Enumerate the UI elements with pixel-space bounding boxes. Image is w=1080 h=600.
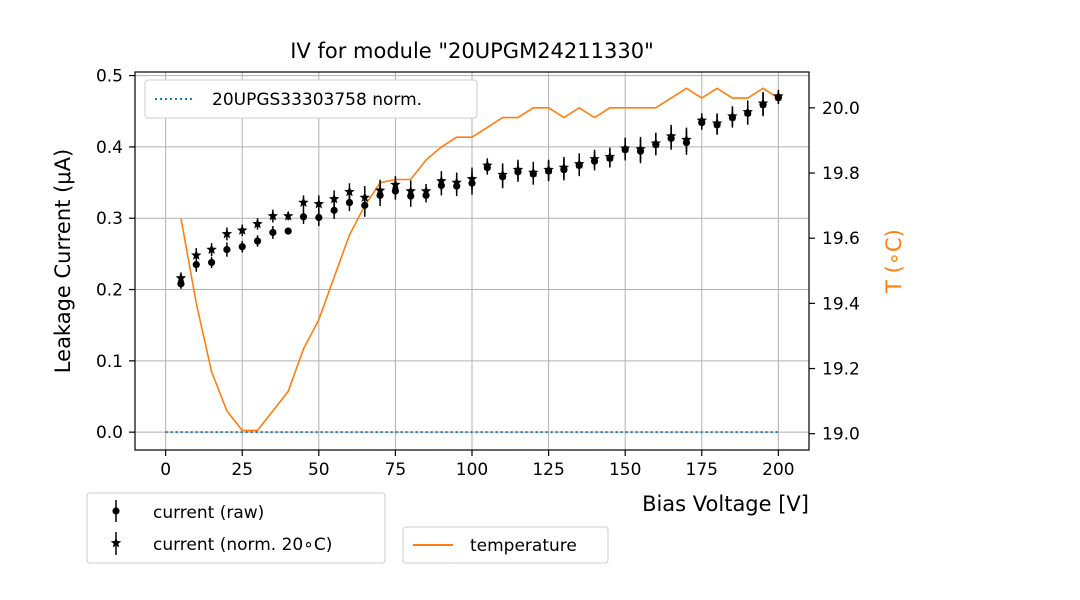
norm-point	[757, 97, 769, 108]
norm-point	[420, 185, 432, 196]
norm-point	[206, 244, 217, 255]
x-tick-label: 175	[686, 460, 718, 480]
raw-point	[269, 228, 277, 237]
norm-point	[374, 184, 386, 195]
y-tick-label: 0.3	[96, 209, 123, 229]
chart-title: IV for module "20UPGM24211330"	[290, 39, 654, 63]
norm-point	[466, 173, 478, 184]
raw-point	[192, 260, 200, 269]
norm-point	[773, 90, 784, 101]
x-tick-label: 50	[308, 460, 330, 480]
raw-point	[330, 206, 338, 214]
norm-point	[665, 130, 677, 141]
temperature-line	[180, 87, 779, 432]
norm-point	[405, 185, 416, 196]
y2-tick-label: 19.6	[822, 229, 860, 249]
y2-tick-label: 19.2	[822, 360, 860, 380]
legend-raw-swatch	[112, 500, 120, 522]
legend-current: current (raw) current (norm. 20∘C)	[86, 492, 386, 564]
x-tick-label: 150	[609, 460, 641, 480]
raw-point	[345, 198, 354, 207]
raw-point	[284, 227, 292, 235]
raw-point	[223, 245, 231, 254]
norm-point	[221, 228, 233, 239]
norm-point	[512, 164, 524, 175]
norm-current-series	[175, 89, 784, 284]
norm-point	[574, 158, 585, 169]
norm-point	[359, 192, 370, 202]
y2-tick-label: 19.0	[822, 425, 860, 445]
y-tick-label: 0.4	[96, 138, 123, 158]
norm-point	[696, 115, 707, 125]
y-tick-label: 0.5	[96, 67, 123, 87]
y-tick-label: 0.1	[96, 352, 123, 372]
norm-point	[727, 110, 738, 121]
norm-point	[267, 210, 279, 221]
norm-point	[237, 224, 248, 235]
norm-point	[313, 198, 325, 209]
norm-point	[252, 218, 263, 229]
y2-tick-label: 20.0	[822, 99, 860, 119]
norm-point	[497, 169, 508, 180]
norm-point	[528, 167, 539, 178]
x-tick-label: 0	[160, 460, 171, 480]
raw-point	[253, 237, 262, 245]
legend-temperature: temperature	[402, 526, 609, 564]
norm-point	[191, 249, 202, 260]
raw-current-series	[177, 91, 782, 289]
x-tick-label: 125	[532, 460, 564, 480]
norm-point	[589, 153, 600, 164]
x-axis-title: Bias Voltage [V]	[642, 492, 809, 516]
x-tick-label: 75	[385, 460, 407, 480]
legend-reference-label: 20UPGS33303758 norm.	[212, 90, 422, 110]
norm-point	[298, 197, 309, 207]
norm-point	[711, 117, 723, 128]
raw-point	[207, 258, 216, 267]
norm-point	[604, 151, 616, 162]
y2-tick-label: 19.8	[822, 164, 860, 184]
norm-point	[344, 186, 355, 197]
norm-point	[482, 159, 493, 170]
legend-raw-label: current (raw)	[153, 503, 264, 523]
norm-point	[282, 210, 294, 221]
norm-point	[451, 177, 462, 187]
legend-norm-label: current (norm. 20∘C)	[153, 535, 332, 555]
norm-point	[681, 134, 692, 145]
y2-axis-title: T (∘C)	[882, 229, 906, 294]
legend-norm-marker	[110, 537, 122, 548]
legend-reference: 20UPGS33303758 norm.	[144, 79, 478, 119]
y-axis-title: Leakage Current (μA)	[51, 149, 75, 373]
norm-point	[328, 193, 340, 204]
x-tick-label: 25	[231, 460, 253, 480]
norm-point	[390, 179, 401, 190]
legend-temperature-label: temperature	[470, 536, 577, 556]
norm-point	[635, 143, 646, 154]
norm-point	[436, 175, 447, 186]
grid-lines	[135, 72, 809, 450]
raw-point	[238, 243, 246, 251]
norm-point	[650, 137, 662, 148]
x-tick-label: 100	[456, 460, 488, 480]
legend-norm-swatch	[110, 532, 122, 555]
norm-point	[742, 106, 753, 117]
raw-point	[315, 213, 323, 222]
x-tick-label: 200	[762, 460, 794, 480]
y-tick-label: 0.0	[96, 423, 123, 443]
norm-point	[175, 272, 187, 283]
temperature-series	[180, 87, 779, 432]
norm-point	[619, 142, 631, 153]
norm-point	[543, 164, 554, 175]
norm-point	[558, 162, 570, 173]
y-tick-label: 0.2	[96, 281, 123, 301]
axis-ticks: 0 25 50 75 100 125 150 175 200 0.0 0.1 0.2 0.3 0.4 0.5…	[96, 67, 860, 480]
raw-point	[299, 213, 308, 221]
y2-tick-label: 19.4	[822, 294, 860, 314]
legend-raw-marker	[112, 507, 120, 515]
